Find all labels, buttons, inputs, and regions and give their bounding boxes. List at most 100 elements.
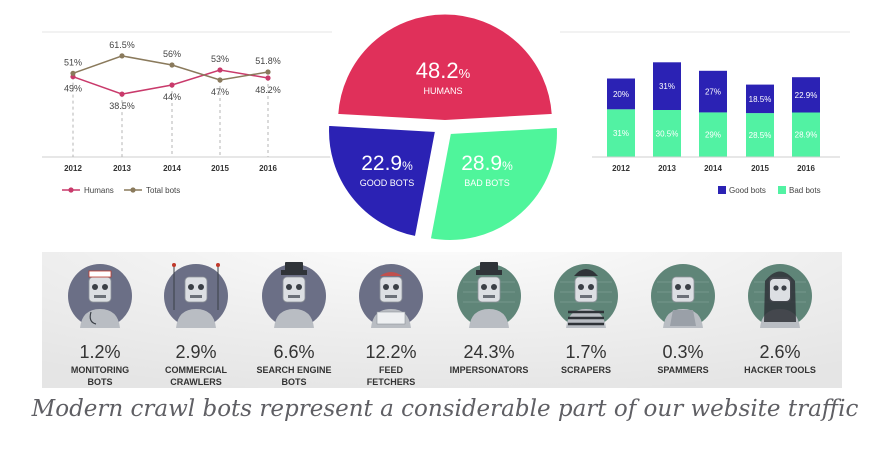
- bot-label-line1: IMPERSONATORS: [450, 365, 529, 375]
- impersonator-icon: [457, 262, 521, 328]
- bot-percentage: 12.2%: [365, 342, 416, 362]
- bot-label-line1: SCRAPERS: [561, 365, 611, 375]
- total-bots-value-label: 51%: [64, 57, 82, 67]
- total-bots-point: [70, 70, 76, 76]
- humans-line: [72, 69, 269, 95]
- bar-good-bots-label: 27%: [705, 88, 721, 97]
- bar-bad-bots: [653, 110, 681, 157]
- bot-percentage: 6.6%: [273, 342, 314, 362]
- humans-point: [119, 91, 125, 97]
- bar-good-bots-label: 31%: [659, 82, 675, 91]
- humans-point: [217, 67, 223, 73]
- humans-point: [169, 82, 175, 88]
- bot-label-line2: CRAWLERS: [170, 377, 222, 387]
- humans-value-label: 44%: [163, 92, 181, 102]
- legend-bad-bots-swatch: [778, 186, 786, 194]
- x-tick-label: 2015: [211, 164, 229, 173]
- bot-card: 12.2% FEED FETCHERS: [359, 264, 423, 387]
- total-bots-point: [265, 69, 271, 75]
- bot-label-line1: SPAMMERS: [657, 365, 708, 375]
- pie-label-good-bots: 22.9% GOOD BOTS: [360, 152, 415, 188]
- bar-bad-bots-label: 30.5%: [656, 130, 679, 139]
- x-tick-label: 2014: [704, 164, 722, 173]
- bot-card: 2.9% COMMERCIAL CRAWLERS: [164, 263, 228, 387]
- total-bots-value-label: 47%: [211, 87, 229, 97]
- bar-bad-bots-label: 29%: [705, 131, 721, 140]
- bot-label-line2: BOTS: [87, 377, 112, 387]
- spotlight-beam: [42, 188, 842, 388]
- total-bots-value-label: 51.8%: [255, 56, 281, 66]
- bar-bad-bots-label: 31%: [613, 129, 629, 138]
- scraper-icon: [554, 264, 618, 328]
- feed-fetcher-icon: [359, 264, 423, 328]
- bar-good-bots-label: 22.9%: [795, 91, 818, 100]
- bot-label-line1: COMMERCIAL: [165, 365, 227, 375]
- pie-label-text-bad-bots: BAD BOTS: [464, 178, 510, 188]
- bot-card: 2.6% HACKER TOOLS: [744, 264, 816, 375]
- pie-label-text-good-bots: GOOD BOTS: [360, 178, 415, 188]
- legend-good-bots-swatch: [718, 186, 726, 194]
- bot-percentage: 1.7%: [565, 342, 606, 362]
- total-bots-point: [217, 77, 223, 83]
- bot-types-row: 1.2% MONITORING BOTS 2.9% COMMERCIAL CRAWLERS…: [68, 262, 816, 387]
- humans-value-label: 49%: [64, 84, 82, 94]
- bot-percentage: 0.3%: [662, 342, 703, 362]
- bar-good-bots: [607, 78, 635, 110]
- bot-label-line1: FEED: [379, 365, 404, 375]
- pie-label-bad-bots: 28.9% BAD BOTS: [461, 152, 513, 188]
- stacked-bar-chart: 31% 20% 30.5% 31% 29% 27% 28.5% 18.5% 28.9% 22.9%…: [560, 31, 850, 195]
- legend-total-bots-marker: [130, 187, 136, 193]
- pie-slice-bad-bots: [428, 125, 559, 242]
- bot-percentage: 2.6%: [759, 342, 800, 362]
- pie-slice-good-bots: [327, 123, 438, 239]
- bot-label-line1: MONITORING: [71, 365, 129, 375]
- bot-card: 6.6% SEARCH ENGINE BOTS: [256, 262, 332, 387]
- bar-good-bots-label: 18.5%: [749, 95, 772, 104]
- commercial-crawler-icon: [164, 263, 228, 328]
- bar-good-bots: [653, 62, 681, 110]
- pie-value-good-bots: 22.9%: [361, 152, 413, 175]
- x-tick-label: 2013: [113, 164, 131, 173]
- hacker-tool-icon: [748, 264, 812, 328]
- x-tick-label: 2016: [259, 164, 277, 173]
- humans-point: [265, 75, 271, 81]
- legend-total-bots-label: Total bots: [146, 186, 180, 195]
- bot-label-line2: FETCHERS: [367, 377, 416, 387]
- bot-label-line2: BOTS: [281, 377, 306, 387]
- bar-good-bots: [699, 70, 727, 113]
- bot-card: 1.7% SCRAPERS: [554, 264, 618, 375]
- monitoring-bot-icon: [68, 264, 132, 328]
- legend-good-bots-label: Good bots: [729, 186, 766, 195]
- spammer-icon: [651, 264, 715, 328]
- bot-percentage: 24.3%: [463, 342, 514, 362]
- line-legend: Humans Total bots: [62, 186, 180, 195]
- total-bots-value-label: 56%: [163, 49, 181, 59]
- bar-bad-bots: [699, 112, 727, 157]
- pie-value-bad-bots: 28.9%: [461, 152, 513, 175]
- bar-bad-bots: [792, 112, 820, 157]
- total-bots-point: [169, 62, 175, 68]
- total-bots-line: [72, 55, 269, 81]
- bot-card: 1.2% MONITORING BOTS: [68, 264, 132, 387]
- line-chart: 49% 51% 38.5% 61.5% 44% 56% 53% 47% 48.2% 51.8% 2…: [42, 31, 332, 195]
- bot-percentage: 2.9%: [175, 342, 216, 362]
- humans-value-label: 38.5%: [109, 101, 135, 111]
- x-tick-label: 2013: [658, 164, 676, 173]
- total-bots-value-label: 61.5%: [109, 40, 135, 50]
- bar-good-bots-label: 20%: [613, 90, 629, 99]
- bot-percentage: 1.2%: [79, 342, 120, 362]
- pie-value-humans: 48.2%: [416, 58, 471, 83]
- x-tick-label: 2016: [797, 164, 815, 173]
- x-tick-label: 2015: [751, 164, 769, 173]
- caption: Modern crawl bots represent a considerab…: [31, 396, 859, 422]
- pie-slice-humans: [336, 12, 554, 123]
- bar-bad-bots: [607, 109, 635, 157]
- bot-label-line1: HACKER TOOLS: [744, 365, 816, 375]
- legend-humans-label: Humans: [84, 186, 114, 195]
- total-bots-point: [119, 53, 125, 59]
- x-tick-label: 2014: [163, 164, 181, 173]
- bot-card: 0.3% SPAMMERS: [651, 264, 715, 375]
- legend-humans-marker: [68, 187, 74, 193]
- pie-label-text-humans: HUMANS: [423, 86, 462, 96]
